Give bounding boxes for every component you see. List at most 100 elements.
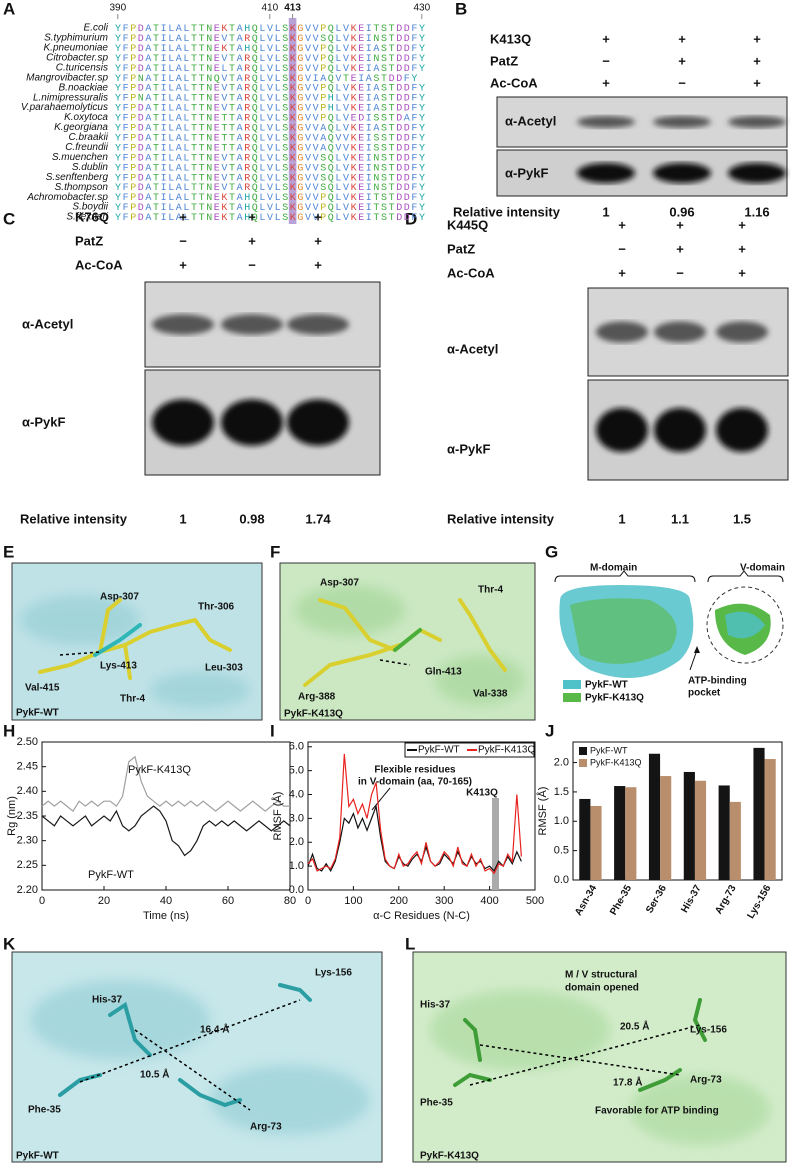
structure-label: Asp-307 — [320, 578, 359, 589]
species-name: E.coli — [84, 23, 109, 34]
intensity: 1.16 — [744, 204, 769, 219]
y-tick-label: 0.0 — [289, 884, 304, 896]
intensity: 1.74 — [305, 511, 331, 526]
band — [728, 162, 786, 184]
condition-label: Ac-CoA — [447, 265, 495, 280]
panel-label: E — [3, 542, 14, 561]
sign: + — [738, 217, 746, 232]
band — [653, 116, 711, 128]
y-axis-label: RMSF (Å) — [271, 792, 284, 841]
x-tick-label: Ser-36 — [644, 883, 669, 915]
annotation: Flexible residues — [374, 765, 456, 776]
structure-label: Lys-413 — [100, 661, 137, 672]
sign: + — [676, 241, 684, 256]
y-tick-label: 6.0 — [289, 741, 304, 753]
legend-label: PykF-WT — [590, 745, 628, 755]
y-tick-label: 5.0 — [289, 765, 304, 777]
x-tick-label: 0 — [39, 895, 45, 907]
structure-label: Asp-307 — [100, 592, 139, 603]
domain-view — [554, 570, 784, 702]
intensity: 1.1 — [671, 511, 689, 526]
antibody-label: α-PykF — [447, 441, 490, 456]
panel-label: B — [455, 0, 467, 18]
x-tick-label: 60 — [222, 895, 234, 907]
panel-label: D — [405, 209, 417, 228]
intensity: 1 — [618, 511, 625, 526]
y-tick-label: 2.50 — [17, 736, 38, 748]
structure-label: 20.5 Å — [620, 1020, 649, 1033]
y-tick-label: 2.0 — [554, 756, 569, 768]
band — [287, 399, 349, 446]
bar — [718, 785, 730, 880]
structure-label: Thr-4 — [120, 694, 145, 705]
intensity: 1.5 — [733, 511, 751, 526]
distance-lines — [59, 651, 701, 1111]
sign: + — [314, 233, 322, 248]
panel-label: L — [405, 934, 415, 953]
intensity: 1 — [602, 204, 609, 219]
condition-label: PatZ — [447, 241, 475, 256]
band — [596, 408, 648, 452]
sign: + — [248, 233, 256, 248]
band — [221, 314, 283, 335]
sign: − — [678, 75, 686, 90]
panel-label: I — [270, 721, 275, 740]
y-axis-label: RMSF (Å) — [536, 787, 549, 836]
x-tick-label: Phe-35 — [608, 883, 634, 917]
x-tick-label: 500 — [526, 895, 544, 907]
band — [654, 408, 706, 452]
position-label: 410 — [261, 3, 278, 14]
structure-label: Phe-35 — [420, 1098, 453, 1109]
structure-label: 16.4 Å — [200, 1023, 229, 1036]
condition-label: PatZ — [75, 233, 103, 248]
band — [152, 314, 214, 335]
condition-label: PatZ — [490, 53, 518, 68]
intensity-label: Relative intensity — [20, 511, 128, 526]
panel-label: G — [545, 542, 558, 561]
bar — [648, 753, 661, 880]
bar — [625, 787, 637, 880]
structure-label: PykF-WT — [585, 680, 628, 691]
x-tick-label: Arg-73 — [713, 883, 739, 916]
sign: + — [618, 265, 626, 280]
bar — [683, 771, 695, 880]
legend-label: PykF-WT — [418, 745, 460, 756]
x-tick-label: 0 — [305, 895, 311, 907]
structure-label: Arg-73 — [690, 1075, 722, 1086]
position-label: 413 — [284, 3, 301, 14]
band — [221, 399, 283, 446]
structure-label: His-37 — [420, 1000, 450, 1011]
plot-frame — [572, 741, 783, 881]
structure-label: Gln-413 — [425, 667, 462, 678]
condition-label: K413Q — [490, 31, 531, 46]
antibody-label: α-PykF — [505, 165, 548, 180]
annotation-arrow — [371, 787, 391, 811]
species-name: C.braakii — [69, 132, 109, 143]
x-tick-label: His-37 — [679, 883, 704, 915]
structure-label: 10.5 Å — [140, 1068, 169, 1081]
sign: + — [179, 209, 187, 224]
structure-label: Thr-4 — [478, 585, 503, 596]
structure-label: His-37 — [92, 995, 122, 1006]
sticks — [38, 598, 707, 1108]
structure-images — [11, 562, 787, 1163]
sign: + — [738, 241, 746, 256]
antibody-label: α-Acetyl — [447, 341, 498, 356]
band — [577, 116, 635, 128]
species-name: C.freundii — [65, 142, 109, 153]
sign: + — [248, 209, 256, 224]
species-name: V.parahaemolyticus — [21, 102, 108, 113]
annotation: K413Q — [466, 788, 498, 799]
y-tick-label: 1.5 — [554, 786, 569, 798]
